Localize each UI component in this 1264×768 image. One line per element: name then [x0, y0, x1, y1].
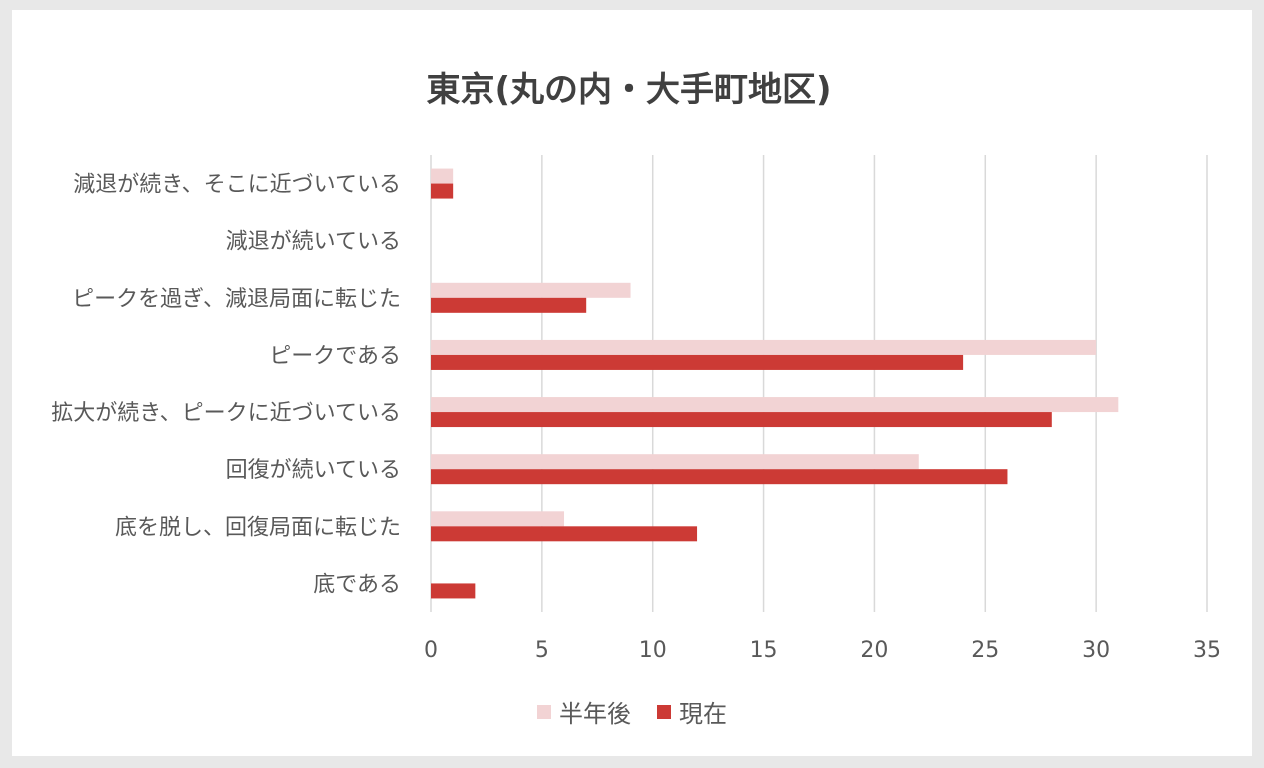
bar-current — [431, 183, 454, 199]
legend-swatch-forecast — [537, 704, 551, 719]
category-label: 減退が続いている — [226, 230, 401, 255]
x-tick-label: 15 — [750, 638, 778, 663]
bar-current — [431, 354, 964, 370]
x-axis-ticks: 0 5 10 15 20 25 30 35 — [424, 638, 1221, 663]
x-tick-label: 0 — [424, 638, 438, 663]
legend-item-forecast: 半年後 — [537, 694, 631, 729]
chart-card — [12, 10, 1252, 756]
legend-label-forecast: 半年後 — [559, 700, 631, 728]
legend-label-current: 現在 — [679, 700, 727, 728]
category-label: 回復が続いている — [226, 458, 401, 483]
x-tick-label: 10 — [639, 638, 667, 663]
bar-forecast — [431, 454, 919, 470]
category-label: 拡大が続き、ピークに近づいている — [51, 401, 401, 426]
category-labels: 減退が続き、そこに近づいている減退が続いているピークを過ぎ、減退局面に転じたピー… — [51, 173, 401, 598]
category-label: 底を脱し、回復局面に転じた — [115, 515, 401, 540]
category-label: ピークを過ぎ、減退局面に転じた — [72, 287, 401, 312]
x-tick-label: 30 — [1082, 638, 1110, 663]
legend-item-current: 現在 — [657, 694, 727, 729]
gridlines — [430, 155, 1208, 612]
bar-current — [431, 526, 698, 542]
chart-title: 東京(丸の内・大手町地区) — [426, 70, 832, 110]
bar-current — [431, 469, 1008, 485]
bar-current — [431, 412, 1052, 428]
bars — [431, 168, 1119, 599]
bar-current — [431, 583, 476, 599]
x-tick-label: 35 — [1193, 638, 1221, 663]
category-label: 底である — [313, 572, 401, 597]
x-tick-label: 25 — [971, 638, 999, 663]
bar-forecast — [431, 339, 1097, 355]
category-label: 減退が続き、そこに近づいている — [73, 173, 401, 198]
bar-forecast — [431, 397, 1119, 413]
bar-forecast — [431, 511, 565, 527]
bar-forecast — [431, 282, 631, 298]
legend-swatch-current — [657, 704, 671, 719]
category-label: ピークである — [269, 344, 401, 369]
x-tick-label: 5 — [535, 638, 549, 663]
legend: 半年後 現在 — [0, 694, 1264, 729]
bar-current — [431, 297, 587, 313]
bar-forecast — [431, 168, 454, 184]
x-tick-label: 20 — [860, 638, 888, 663]
